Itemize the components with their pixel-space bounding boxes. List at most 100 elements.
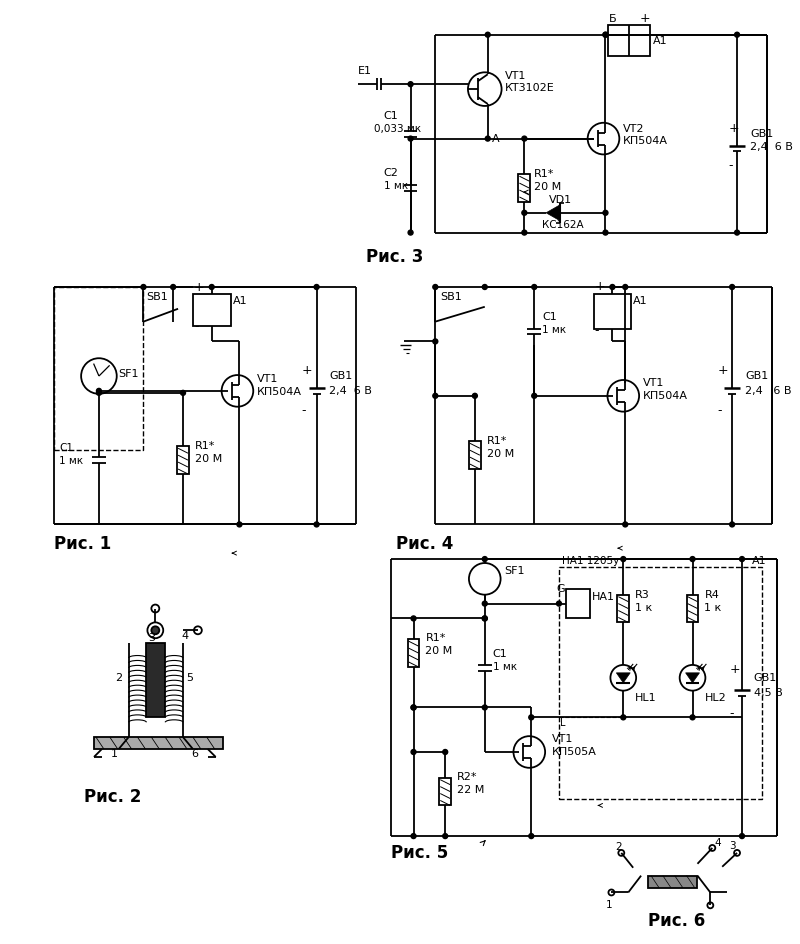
Circle shape	[482, 705, 487, 710]
Circle shape	[433, 284, 438, 290]
Text: GB1: GB1	[750, 128, 773, 139]
Circle shape	[621, 715, 626, 720]
Text: 20 М: 20 М	[534, 182, 562, 192]
Circle shape	[81, 358, 117, 394]
Bar	[609, 25, 650, 57]
Text: R1*: R1*	[195, 441, 215, 451]
Circle shape	[588, 123, 619, 155]
Circle shape	[609, 889, 614, 896]
Text: -: -	[729, 707, 734, 720]
Text: 2: 2	[615, 842, 622, 851]
Circle shape	[610, 665, 636, 691]
Circle shape	[607, 380, 639, 412]
Text: 1 мк: 1 мк	[59, 456, 83, 466]
Circle shape	[734, 850, 740, 856]
Text: GB1: GB1	[330, 371, 353, 381]
Circle shape	[680, 665, 706, 691]
Bar	[193, 294, 230, 326]
Bar	[94, 737, 222, 749]
Text: SF1: SF1	[118, 369, 139, 379]
Circle shape	[170, 284, 176, 290]
Circle shape	[486, 32, 490, 37]
Text: Рис. 4: Рис. 4	[396, 535, 453, 553]
Text: 1 к: 1 к	[705, 602, 722, 613]
Text: 2,4  6 В: 2,4 6 В	[750, 142, 793, 151]
Text: Б: Б	[609, 14, 616, 24]
Text: 20 М: 20 М	[195, 454, 222, 464]
Text: 1 мк: 1 мк	[493, 662, 517, 672]
Text: 4,5 В: 4,5 В	[754, 687, 782, 698]
Text: C1: C1	[542, 312, 557, 322]
Polygon shape	[546, 205, 560, 221]
Text: 4: 4	[181, 632, 188, 641]
Circle shape	[522, 211, 527, 215]
Text: Рис. 5: Рис. 5	[390, 844, 448, 862]
Bar	[469, 442, 481, 469]
Circle shape	[314, 522, 319, 527]
Text: +: +	[594, 280, 606, 294]
Circle shape	[734, 230, 739, 235]
Text: R1*: R1*	[426, 633, 446, 643]
Text: A1: A1	[653, 36, 667, 45]
Text: VD1: VD1	[549, 194, 572, 205]
Circle shape	[147, 622, 163, 638]
Text: КС162А: КС162А	[542, 220, 584, 229]
Circle shape	[411, 705, 416, 710]
Circle shape	[194, 626, 202, 634]
Circle shape	[411, 750, 416, 754]
Text: 22 М: 22 М	[457, 784, 485, 795]
Circle shape	[181, 391, 186, 396]
Circle shape	[734, 32, 739, 37]
Circle shape	[151, 626, 159, 634]
Circle shape	[482, 284, 487, 290]
Text: C1: C1	[384, 110, 398, 121]
Circle shape	[468, 73, 502, 106]
Text: GB1: GB1	[745, 371, 768, 381]
Text: VT2: VT2	[623, 124, 645, 134]
Text: -: -	[728, 159, 733, 172]
Circle shape	[557, 601, 562, 606]
Circle shape	[442, 750, 448, 754]
Text: КП504А: КП504А	[258, 387, 302, 396]
Text: КП505А: КП505А	[552, 747, 597, 757]
Circle shape	[603, 32, 608, 37]
Circle shape	[522, 230, 527, 235]
Bar	[518, 175, 530, 202]
Text: SB1: SB1	[146, 292, 168, 302]
Bar	[566, 589, 590, 618]
Text: 2,4  6 В: 2,4 6 В	[330, 386, 372, 396]
Bar	[54, 287, 143, 450]
Circle shape	[690, 557, 695, 562]
Text: 1 мк: 1 мк	[384, 181, 408, 191]
Text: A1: A1	[233, 295, 247, 306]
Text: 5: 5	[186, 673, 193, 683]
Circle shape	[469, 563, 501, 595]
Bar	[618, 595, 630, 622]
Text: R1*: R1*	[486, 436, 507, 447]
Circle shape	[529, 715, 534, 720]
Circle shape	[433, 339, 438, 344]
Circle shape	[411, 705, 416, 710]
Text: 1: 1	[111, 749, 118, 759]
Circle shape	[532, 394, 537, 398]
Circle shape	[690, 715, 695, 720]
Circle shape	[610, 284, 615, 290]
Text: C1: C1	[493, 649, 507, 659]
Text: Рис. 3: Рис. 3	[366, 248, 423, 266]
Text: Рис. 2: Рис. 2	[84, 787, 142, 805]
Text: VT1: VT1	[505, 71, 526, 81]
Circle shape	[151, 604, 159, 613]
Circle shape	[408, 230, 413, 235]
Text: R1*: R1*	[534, 169, 554, 179]
Text: C1: C1	[59, 444, 74, 453]
Circle shape	[222, 375, 254, 407]
Circle shape	[622, 284, 628, 290]
Bar	[648, 876, 698, 887]
Text: R3: R3	[635, 590, 650, 599]
Circle shape	[482, 557, 487, 562]
Text: КП504А: КП504А	[623, 136, 668, 145]
Bar	[408, 639, 419, 666]
Circle shape	[141, 284, 146, 290]
Text: 4: 4	[714, 838, 721, 848]
Text: -: -	[594, 324, 599, 337]
